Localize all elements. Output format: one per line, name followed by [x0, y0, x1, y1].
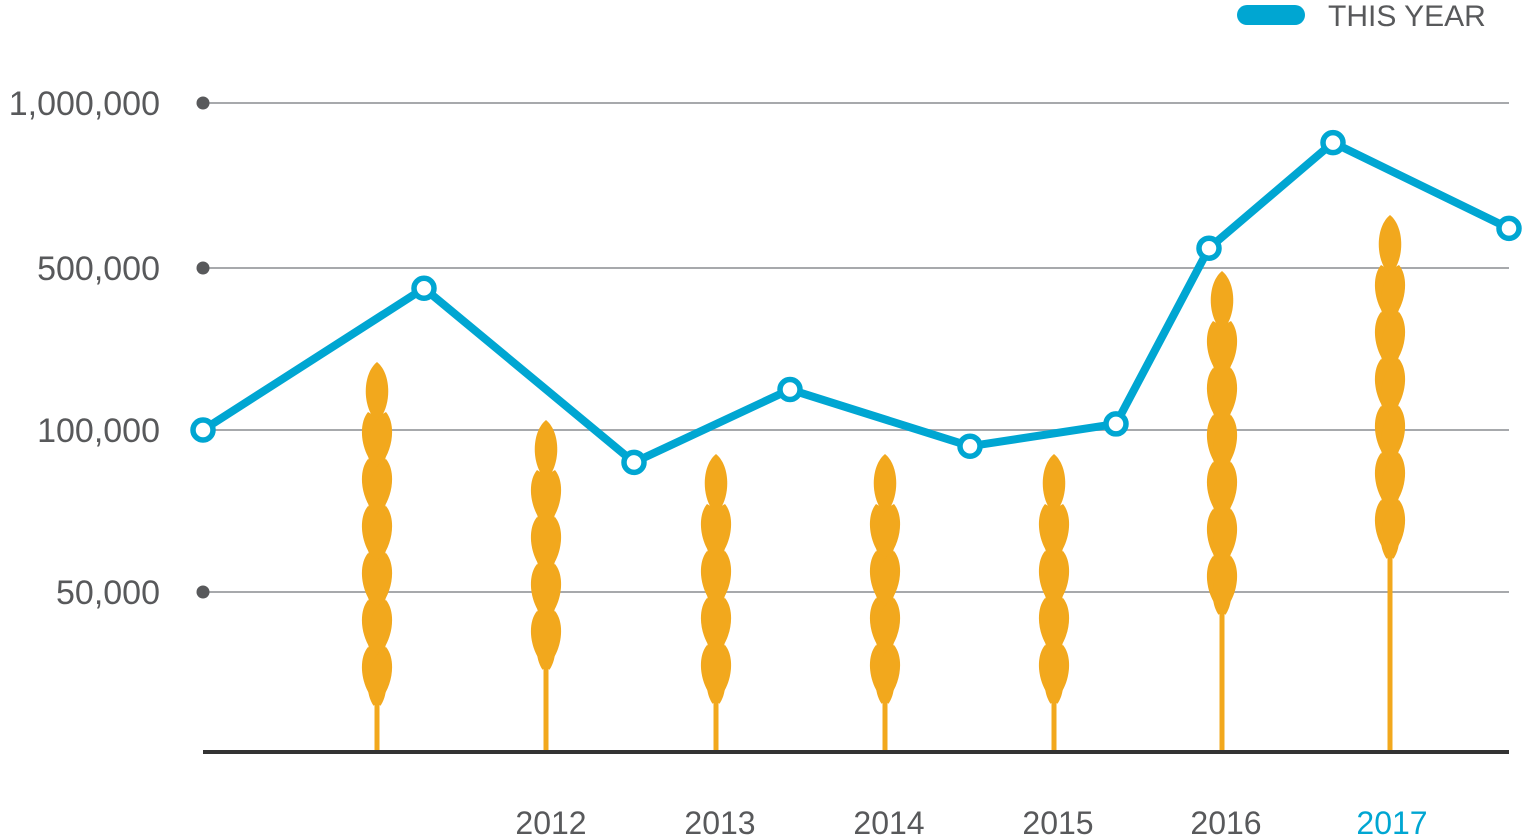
wheat-grain — [367, 600, 393, 659]
wheat-grain — [704, 454, 728, 514]
wheat-grain — [706, 551, 732, 610]
wheat-grain — [1380, 453, 1406, 512]
wheat-grain — [1212, 415, 1238, 474]
x-tick-label: 2015 — [1022, 805, 1093, 838]
data-point — [411, 275, 437, 301]
x-tick-label: 2016 — [1190, 805, 1261, 838]
legend: THIS YEAR — [1237, 0, 1486, 33]
y-tick-dot — [196, 96, 210, 110]
wheat-grain — [1210, 271, 1234, 331]
y-tick-label: 100,000 — [37, 412, 160, 450]
x-tick-label: 2017 — [1356, 805, 1427, 838]
wheat-grain — [875, 645, 901, 704]
wheat-grain — [875, 551, 901, 610]
wheat-grain — [875, 504, 901, 563]
wheat-stem — [713, 688, 719, 752]
wheat-stem — [1219, 599, 1225, 752]
wheat-grain — [1380, 500, 1406, 559]
wheat-grain — [1212, 321, 1238, 380]
wheat-grain — [365, 362, 389, 422]
legend-swatch — [1237, 5, 1305, 25]
wheat-grain — [1212, 368, 1238, 427]
wheat-grain — [1044, 645, 1070, 704]
wheat-grain — [536, 470, 562, 529]
wheat-grain — [1380, 406, 1406, 465]
wheat-stalk — [1374, 215, 1406, 752]
wheat-grain — [1212, 462, 1238, 521]
wheat-grain — [1044, 551, 1070, 610]
x-tick-label: 2014 — [853, 805, 924, 838]
data-point — [1196, 235, 1222, 261]
data-point — [621, 449, 647, 476]
data-point — [1103, 411, 1129, 437]
wheat-stalk — [361, 362, 393, 752]
grid-layer — [203, 102, 1509, 593]
wheat-grain — [706, 504, 732, 563]
wheat-grain — [534, 420, 558, 480]
wheat-stem — [1051, 688, 1057, 752]
wheat-grain — [1044, 598, 1070, 657]
legend-label: THIS YEAR — [1328, 0, 1486, 33]
wheat-layer — [361, 215, 1406, 752]
wheat-grain — [1380, 312, 1406, 371]
data-point — [1496, 215, 1522, 242]
wheat-stalk — [869, 454, 901, 752]
wheat-grain — [875, 598, 901, 657]
series-layer — [190, 129, 1522, 476]
wheat-stem — [374, 690, 380, 752]
wheat-grain — [1044, 504, 1070, 563]
wheat-stalk — [700, 454, 732, 752]
wheat-grain — [536, 517, 562, 576]
x-tick-label: 2013 — [684, 805, 755, 838]
wheat-grain — [706, 645, 732, 704]
wheat-grain — [536, 564, 562, 623]
wheat-grain — [536, 611, 562, 670]
wheat-stalk — [1206, 271, 1238, 752]
wheat-stalk — [1038, 454, 1070, 752]
wheat-grain — [367, 647, 393, 706]
wheat-grain — [873, 454, 897, 514]
wheat-grain — [1212, 509, 1238, 568]
wheat-stalk — [530, 420, 562, 752]
wheat-grain — [1380, 359, 1406, 418]
x-tick-label: 2012 — [515, 805, 586, 838]
wheat-grain — [367, 459, 393, 518]
wheat-grain — [706, 598, 732, 657]
wheat-grain — [1380, 265, 1406, 324]
y-axis-ticks: 1,000,000 500,000 100,000 50,000 — [9, 85, 210, 612]
y-tick-label: 500,000 — [37, 250, 160, 288]
wheat-grain — [367, 506, 393, 565]
wheat-grain — [1378, 215, 1402, 275]
x-axis-ticks: 2012 2013 2014 2015 2016 2017 — [515, 805, 1427, 838]
y-tick-dot — [196, 261, 210, 275]
wheat-stem — [1387, 543, 1393, 752]
data-point — [190, 417, 216, 443]
y-tick-label: 1,000,000 — [9, 85, 160, 123]
y-tick-label: 50,000 — [56, 574, 160, 612]
series-line — [200, 138, 1511, 467]
wheat-grain — [1042, 454, 1066, 514]
data-point — [957, 433, 983, 459]
wheat-stem — [882, 688, 888, 752]
wheat-stem — [543, 654, 549, 752]
data-point — [777, 376, 803, 403]
wheat-grain — [367, 412, 393, 471]
wheat-grain — [1212, 556, 1238, 615]
y-tick-dot — [196, 585, 210, 599]
wheat-grain — [367, 553, 393, 612]
data-point — [1320, 129, 1346, 156]
